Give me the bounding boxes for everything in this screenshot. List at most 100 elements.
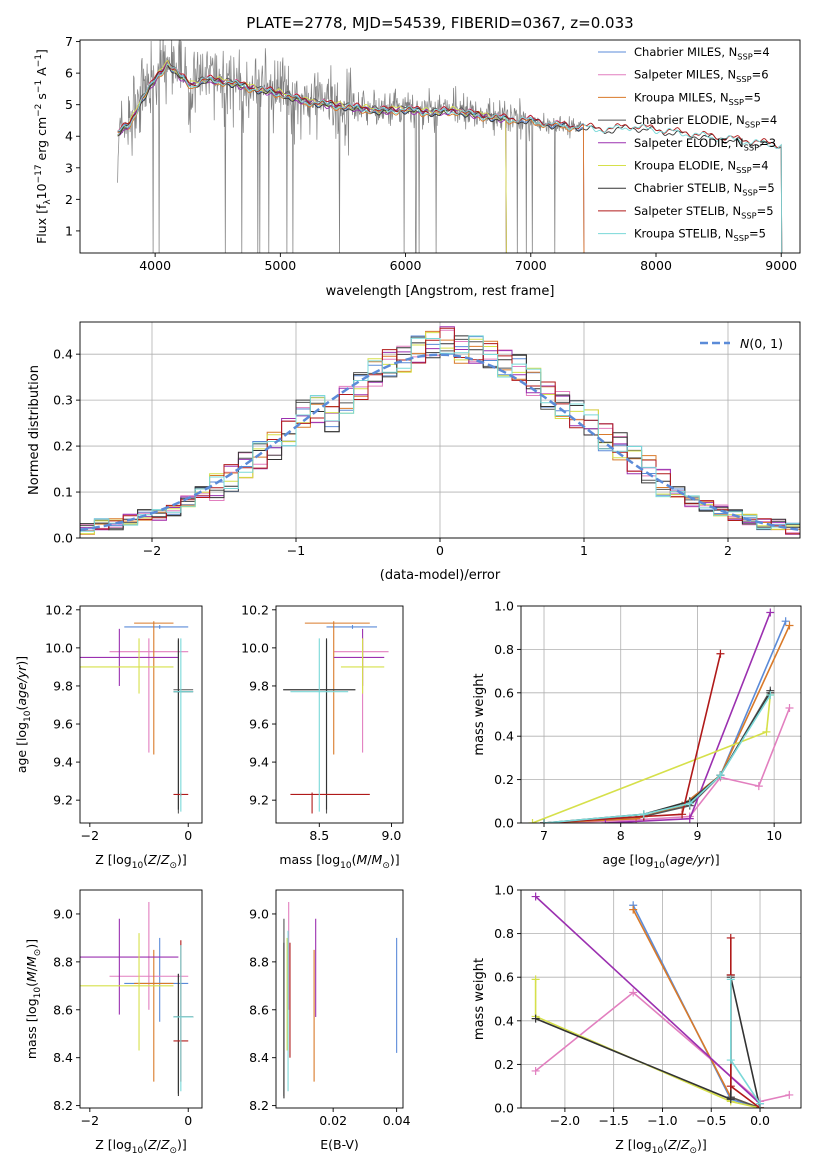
- y-axis-label: age [log10(age/yr)]: [14, 656, 33, 773]
- panel-mass-vs-z: −2 0 8.2 8.4 8.6 8.8 9.0 Z [log10(Z/Z⊙)] mass [l…: [24, 889, 203, 1156]
- y-tick-label: 0.8: [494, 926, 514, 941]
- weight-line: [543, 694, 771, 823]
- model-spectrum-line: [117, 63, 783, 253]
- axes-frame: [79, 605, 203, 824]
- y-tick-label: 9.4: [53, 755, 73, 770]
- model-spectrum-line: [117, 64, 585, 253]
- weight-line: [543, 690, 771, 823]
- weight-line: [632, 904, 761, 1108]
- y-tick-label: 10.0: [45, 640, 73, 655]
- legend-label: Kroupa ELODIE, NSSP=4: [634, 159, 769, 175]
- y-tick-label: 0.0: [53, 531, 73, 546]
- x-tick-label: 0: [184, 828, 192, 843]
- y-tick-label: 8.8: [249, 954, 269, 969]
- panel-weight-vs-z: −2.0 −1.5 −1.0 −0.5 0.0 0.0 0.2 0.4 0.6 0.8 1.0 Z […: [472, 883, 802, 1156]
- plot-area: [117, 40, 783, 253]
- x-tick-label: 8000: [640, 258, 672, 273]
- x-axis-label: Z [log10(Z/Z⊙)]: [95, 852, 187, 871]
- y-tick-label: 0.3: [53, 393, 73, 408]
- x-tick-label: −2: [81, 828, 99, 843]
- y-tick-label: 0.2: [494, 1057, 514, 1072]
- legend-label: Kroupa MILES, NSSP=5: [634, 90, 761, 106]
- y-tick-label: 5: [65, 97, 73, 112]
- weight-line: [543, 692, 771, 823]
- weight-marker: [726, 1095, 735, 1104]
- y-tick-label: 2: [65, 192, 73, 207]
- y-tick-label: 9.0: [249, 906, 269, 921]
- y-tick-label: 1: [65, 223, 73, 238]
- y-tick-label: 0.4: [494, 729, 514, 744]
- x-tick-label: 9: [693, 828, 701, 843]
- weight-marker: [528, 819, 537, 823]
- x-tick-label: 1: [580, 543, 588, 558]
- y-tick-label: 0.0: [494, 816, 514, 831]
- x-tick-label: 2: [724, 543, 732, 558]
- weight-marker: [531, 1066, 540, 1075]
- y-tick-label: 0.6: [494, 970, 514, 985]
- weight-marker: [601, 819, 610, 823]
- legend-label: Salpeter ELODIE, NSSP=3: [634, 136, 776, 152]
- x-tick-label: 0.0: [750, 1113, 770, 1128]
- x-axis-label: Z [log10(Z/Z⊙)]: [95, 1137, 187, 1156]
- weight-marker: [639, 810, 648, 819]
- y-tick-label: 0.1: [53, 485, 73, 500]
- legend: Chabrier MILES, NSSP=4 Salpeter MILES, NS…: [598, 45, 777, 243]
- plot-area: [528, 608, 794, 823]
- y-tick-label: 0.4: [494, 1013, 514, 1028]
- weight-marker: [781, 617, 790, 626]
- legend-label: Kroupa STELIB, NSSP=5: [634, 227, 766, 243]
- x-tick-label: −2: [143, 543, 161, 558]
- y-tick-label: 1.0: [494, 599, 514, 614]
- weight-marker: [678, 810, 687, 819]
- y-tick-label: 9.6: [53, 717, 73, 732]
- y-tick-label: 0.6: [494, 685, 514, 700]
- x-tick-label: 0: [436, 543, 444, 558]
- x-tick-label: −1.0: [647, 1113, 677, 1128]
- weight-marker: [685, 814, 694, 823]
- plot-area: [80, 901, 194, 1097]
- weight-marker: [726, 975, 735, 984]
- legend-label: Chabrier MILES, NSSP=4: [634, 45, 770, 61]
- x-tick-label: 0.02: [319, 1113, 347, 1128]
- x-tick-label: −0.5: [696, 1113, 726, 1128]
- plot-area: [80, 326, 800, 535]
- axes-frame: [520, 605, 802, 824]
- x-tick-label: −2.0: [550, 1113, 580, 1128]
- y-tick-label: 9.8: [249, 678, 269, 693]
- y-tick-label: 0.2: [494, 772, 514, 787]
- x-tick-label: 6000: [390, 258, 422, 273]
- x-tick-label: 0.04: [383, 1113, 411, 1128]
- weight-marker: [756, 1099, 765, 1108]
- model-spectrum-line: [117, 62, 585, 253]
- weight-marker: [766, 608, 775, 617]
- x-tick-label: 5000: [264, 258, 296, 273]
- y-tick-label: 0.2: [53, 439, 73, 454]
- y-tick-label: 7: [65, 34, 73, 49]
- panel-residuals: −2 −1 0 1 2 0.0 0.1 0.2 0.3 0.4 N(0, 1) (data-model…: [27, 321, 801, 583]
- y-tick-label: 8.6: [249, 1002, 269, 1017]
- weight-marker: [726, 933, 735, 942]
- data-spectrum-line: [117, 40, 582, 253]
- x-tick-label: 7: [540, 828, 548, 843]
- weight-marker: [540, 819, 549, 823]
- y-tick-label: 6: [65, 66, 73, 81]
- weight-marker: [531, 892, 540, 901]
- legend-label: Chabrier STELIB, NSSP=5: [634, 181, 775, 197]
- weight-marker: [785, 621, 794, 630]
- x-tick-label: 9000: [765, 258, 797, 273]
- legend-label: Salpeter MILES, NSSP=6: [634, 68, 769, 84]
- x-tick-label: 8.5: [309, 828, 329, 843]
- weight-marker: [531, 975, 540, 984]
- y-axis-label: mass weight: [472, 958, 487, 1040]
- weight-line: [543, 653, 722, 823]
- y-tick-label: 9.2: [53, 793, 73, 808]
- y-tick-label: 9.8: [53, 678, 73, 693]
- weight-marker: [726, 1056, 735, 1065]
- y-tick-label: 8.4: [53, 1050, 73, 1065]
- y-axis-label: mass weight: [472, 673, 487, 755]
- y-tick-label: 0.8: [494, 642, 514, 657]
- y-tick-label: 9.0: [53, 906, 73, 921]
- y-tick-label: 1.0: [494, 883, 514, 898]
- model-spectrum-line: [117, 59, 507, 253]
- weight-line: [543, 707, 791, 823]
